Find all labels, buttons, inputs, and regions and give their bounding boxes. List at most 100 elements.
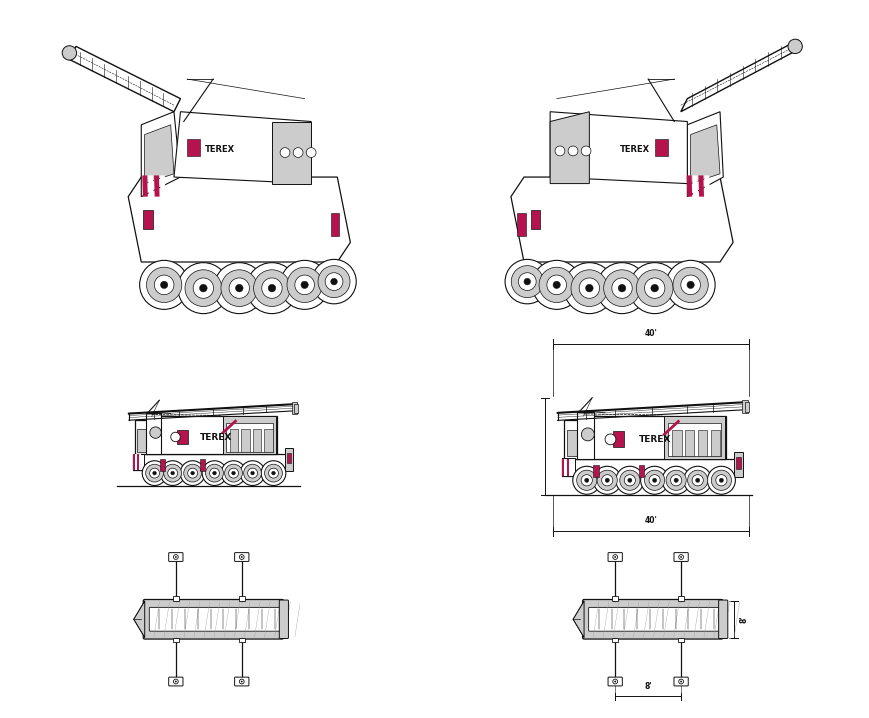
Polygon shape — [704, 175, 709, 197]
Bar — [638, 465, 643, 477]
Circle shape — [306, 148, 315, 157]
Bar — [133, 454, 289, 470]
Bar — [664, 416, 724, 460]
Circle shape — [584, 478, 588, 482]
Bar — [160, 460, 165, 471]
Polygon shape — [135, 454, 136, 470]
Circle shape — [318, 266, 349, 297]
Circle shape — [229, 278, 249, 298]
Bar — [612, 431, 624, 447]
Circle shape — [250, 471, 254, 475]
Polygon shape — [573, 601, 583, 638]
Bar — [563, 421, 592, 460]
FancyBboxPatch shape — [143, 600, 283, 639]
Circle shape — [262, 278, 282, 298]
Bar — [241, 429, 249, 452]
Circle shape — [239, 554, 244, 559]
Circle shape — [687, 470, 707, 490]
Circle shape — [666, 261, 714, 309]
Text: TEREX: TEREX — [638, 435, 670, 444]
Circle shape — [254, 270, 290, 307]
Circle shape — [580, 475, 592, 486]
Circle shape — [239, 679, 244, 684]
Circle shape — [209, 468, 219, 478]
Bar — [159, 416, 277, 454]
FancyBboxPatch shape — [673, 553, 687, 561]
Text: TEREX: TEREX — [620, 145, 649, 154]
Circle shape — [212, 471, 216, 475]
Polygon shape — [690, 125, 720, 184]
Circle shape — [787, 39, 801, 54]
Circle shape — [246, 263, 297, 314]
FancyBboxPatch shape — [149, 607, 281, 631]
Bar — [229, 429, 238, 452]
FancyBboxPatch shape — [673, 677, 687, 686]
Circle shape — [644, 470, 664, 490]
Circle shape — [235, 284, 242, 292]
Circle shape — [523, 279, 530, 285]
Circle shape — [280, 148, 289, 157]
Circle shape — [593, 466, 620, 494]
Bar — [517, 213, 525, 236]
Circle shape — [173, 554, 178, 559]
Bar — [530, 210, 540, 229]
Bar — [284, 448, 292, 471]
Polygon shape — [687, 112, 722, 197]
Polygon shape — [134, 601, 144, 638]
Circle shape — [619, 470, 640, 490]
Circle shape — [673, 478, 678, 482]
Circle shape — [511, 266, 542, 297]
Circle shape — [580, 428, 594, 441]
Circle shape — [624, 475, 634, 486]
Bar — [239, 638, 244, 642]
Bar — [710, 430, 720, 456]
Circle shape — [518, 273, 535, 291]
Circle shape — [268, 284, 275, 292]
Bar — [684, 430, 693, 456]
Polygon shape — [272, 121, 311, 184]
Circle shape — [532, 261, 580, 309]
Circle shape — [563, 263, 614, 314]
Circle shape — [585, 284, 593, 292]
Circle shape — [666, 470, 686, 490]
Circle shape — [706, 466, 734, 494]
Circle shape — [229, 468, 238, 478]
Circle shape — [154, 275, 174, 294]
Circle shape — [180, 461, 205, 485]
FancyBboxPatch shape — [169, 553, 182, 561]
Bar — [697, 430, 706, 456]
Polygon shape — [561, 460, 564, 477]
Circle shape — [644, 278, 664, 298]
Circle shape — [146, 267, 182, 302]
Polygon shape — [174, 112, 311, 184]
Circle shape — [240, 461, 265, 485]
Bar — [294, 404, 298, 413]
Polygon shape — [141, 112, 180, 197]
Bar — [671, 430, 680, 456]
Bar — [291, 402, 297, 414]
Circle shape — [618, 284, 625, 292]
Circle shape — [539, 267, 574, 302]
Circle shape — [661, 466, 689, 494]
Circle shape — [570, 270, 607, 307]
Circle shape — [614, 681, 615, 682]
Circle shape — [673, 267, 707, 302]
Circle shape — [202, 461, 227, 485]
Circle shape — [692, 475, 702, 486]
Circle shape — [149, 468, 159, 478]
Circle shape — [160, 461, 185, 485]
FancyBboxPatch shape — [279, 600, 289, 638]
Circle shape — [612, 679, 617, 684]
Circle shape — [243, 465, 262, 482]
Circle shape — [325, 273, 342, 291]
Circle shape — [605, 478, 608, 482]
Bar — [593, 465, 598, 477]
FancyBboxPatch shape — [607, 677, 621, 686]
Circle shape — [650, 284, 658, 292]
FancyBboxPatch shape — [588, 607, 720, 631]
Circle shape — [596, 263, 647, 314]
Circle shape — [612, 554, 617, 559]
Bar — [287, 452, 290, 463]
Bar — [678, 638, 683, 642]
Bar — [137, 429, 155, 452]
